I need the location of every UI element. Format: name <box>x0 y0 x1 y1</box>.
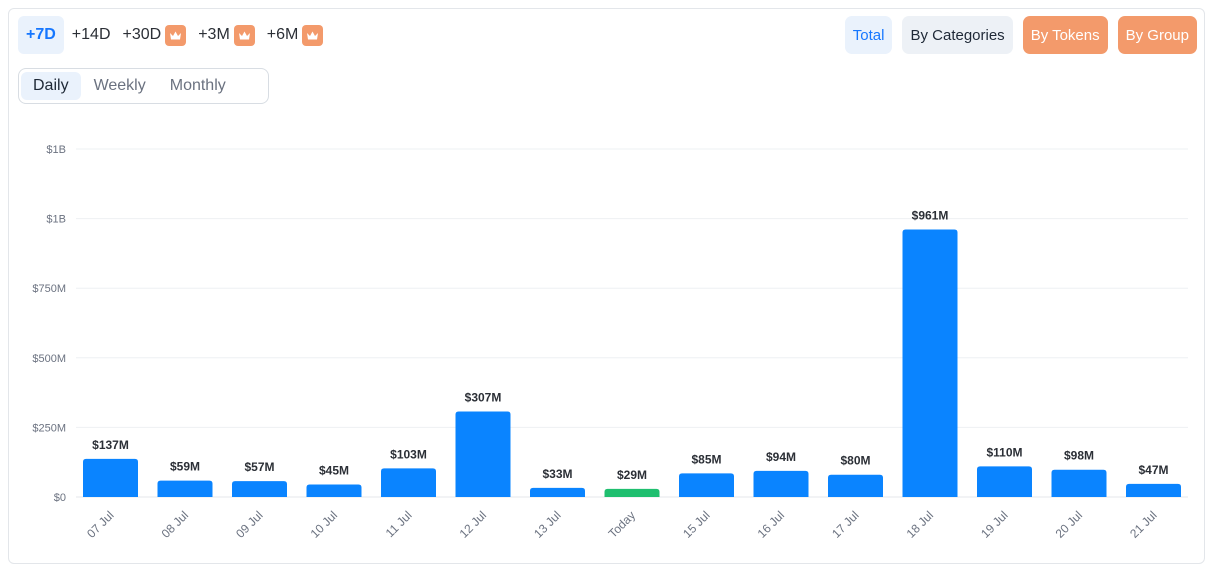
bar-10-jul <box>306 484 362 497</box>
range-label: +6M <box>266 26 299 43</box>
range-label: +14D <box>71 26 111 43</box>
bar-21-jul <box>1126 483 1181 497</box>
tab-monthly[interactable]: Monthly <box>169 77 226 94</box>
bar-08-jul <box>157 480 213 497</box>
x-tick-label: 15 Jul <box>680 508 713 541</box>
x-tick-label: 08 Jul <box>159 508 192 541</box>
data-label: $110M <box>986 445 1022 459</box>
bar-16-jul <box>753 470 809 497</box>
data-label: $94M <box>766 450 796 464</box>
range-label: +3M <box>198 26 230 43</box>
bar-today <box>604 488 660 497</box>
crown-icon <box>165 24 187 46</box>
x-tick-label: 18 Jul <box>904 508 937 541</box>
y-tick-label: $250M <box>32 422 66 434</box>
x-tick-label: 16 Jul <box>755 508 788 541</box>
bar-13-jul <box>530 487 585 497</box>
x-tick-label: 21 Jul <box>1127 508 1160 541</box>
data-label: $33M <box>542 467 572 481</box>
by-tokens-button[interactable]: By Tokens <box>1022 16 1108 54</box>
y-tick-label: $500M <box>32 353 66 365</box>
total-button[interactable]: Total <box>844 16 893 54</box>
x-tick-label: 17 Jul <box>829 508 862 541</box>
range-3m-button[interactable]: +3M <box>194 16 259 54</box>
data-label: $57M <box>244 460 274 474</box>
bar-12-jul <box>455 411 511 497</box>
range-14d-button[interactable]: +14D <box>68 16 115 54</box>
x-tick-label: 20 Jul <box>1053 508 1086 541</box>
by-categories-button[interactable]: By Categories <box>902 16 1013 54</box>
x-tick-label: 07 Jul <box>84 508 117 541</box>
time-range-selector: +7D +14D +30D +3M +6M <box>18 16 331 54</box>
bar-18-jul <box>902 229 958 498</box>
group-by-buttons: Total By Categories By Tokens By Group <box>835 16 1197 54</box>
bar-11-jul <box>381 468 436 497</box>
y-tick-label: $1B <box>46 144 66 156</box>
period-view-tabs: Daily Weekly Monthly <box>18 68 269 104</box>
range-label: +7D <box>26 26 56 43</box>
bar-19-jul <box>977 466 1032 497</box>
x-tick-label: 12 Jul <box>457 508 490 541</box>
data-label: $47M <box>1138 463 1168 477</box>
bar-09-jul <box>232 481 287 497</box>
range-6m-button[interactable]: +6M <box>263 16 328 54</box>
data-label: $29M <box>617 468 647 482</box>
range-label: +30D <box>122 26 162 43</box>
tab-weekly[interactable]: Weekly <box>93 77 146 94</box>
tab-daily[interactable]: Daily <box>21 72 81 100</box>
data-label: $307M <box>465 391 502 405</box>
crown-icon <box>233 24 255 46</box>
x-tick-label: 09 Jul <box>233 508 266 541</box>
data-label: $85M <box>691 452 721 466</box>
bar-17-jul <box>828 474 883 497</box>
crown-icon <box>302 24 324 46</box>
data-label: $98M <box>1064 449 1094 463</box>
x-tick-label: 11 Jul <box>383 508 415 540</box>
bar-07-jul <box>83 458 138 497</box>
y-tick-label: $0 <box>54 492 66 504</box>
data-label: $137M <box>92 438 129 452</box>
bar-15-jul <box>679 473 734 497</box>
data-label: $59M <box>170 460 200 474</box>
data-label: $103M <box>390 447 427 461</box>
data-label: $80M <box>840 454 870 468</box>
range-30d-button[interactable]: +30D <box>119 16 191 54</box>
x-tick-label: 13 Jul <box>531 508 564 541</box>
x-tick-label: 10 Jul <box>308 508 341 541</box>
y-tick-label: $750M <box>32 283 66 295</box>
x-tick-label: Today <box>606 508 639 541</box>
x-tick-label: 19 Jul <box>978 508 1011 541</box>
y-tick-label: $1B <box>46 214 66 226</box>
range-7d-button[interactable]: +7D <box>18 16 64 54</box>
bar-20-jul <box>1051 469 1107 497</box>
data-label: $961M <box>912 208 949 222</box>
data-label: $45M <box>319 463 349 477</box>
by-group-button[interactable]: By Group <box>1117 16 1197 54</box>
